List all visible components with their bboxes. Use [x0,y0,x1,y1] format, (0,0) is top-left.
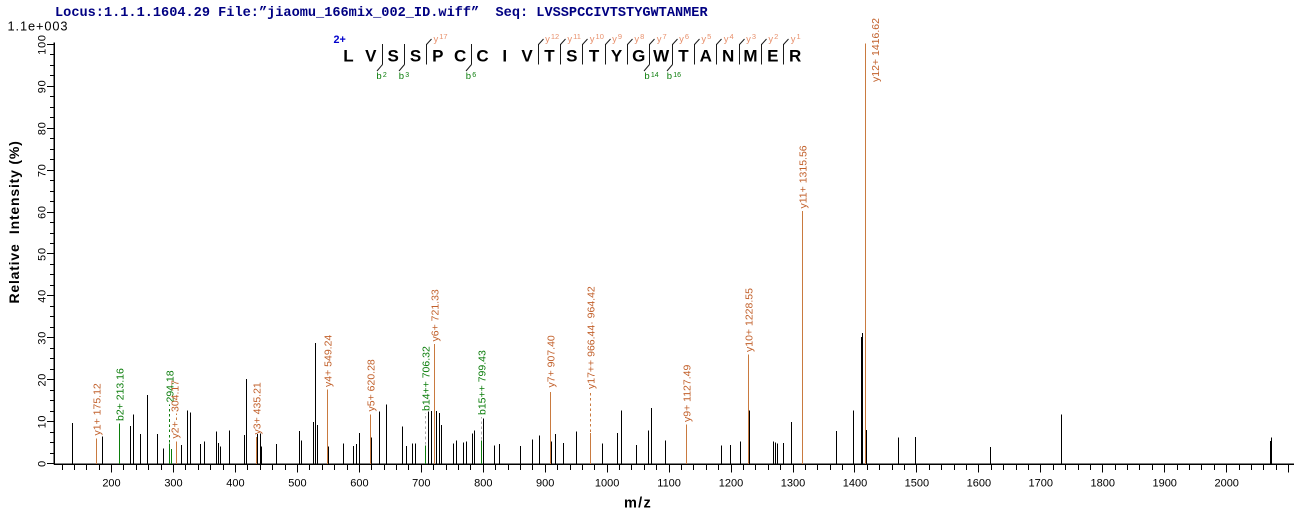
svg-text:1.1e+003: 1.1e+003 [8,19,69,34]
svg-text:200: 200 [102,478,120,490]
svg-text:Y: Y [611,47,623,66]
svg-text:C: C [454,47,466,66]
svg-text:G: G [632,47,645,66]
svg-text:y12+ 1416.62: y12+ 1416.62 [870,18,882,82]
svg-text:1300: 1300 [781,478,805,490]
svg-text:1200: 1200 [719,478,743,490]
svg-text:30: 30 [37,331,49,345]
svg-text:V: V [521,47,533,66]
svg-text:1800: 1800 [1091,478,1115,490]
svg-text:80: 80 [37,121,49,135]
svg-text:S: S [388,47,399,66]
svg-text:b2: b2 [376,71,386,82]
svg-text:500: 500 [288,478,306,490]
svg-text:0: 0 [37,460,49,467]
svg-text:100: 100 [37,34,49,54]
svg-text:N: N [722,47,734,66]
svg-text:P: P [432,47,443,66]
svg-text:b16: b16 [667,71,681,82]
svg-text:Locus:1.1.1.1604.29 File:”jiao: Locus:1.1.1.1604.29 File:”jiaomu_166mix_… [55,6,708,21]
svg-text:S: S [566,47,577,66]
svg-text:V: V [365,47,377,66]
svg-text:C: C [476,47,488,66]
svg-text:y7+ 907.40: y7+ 907.40 [545,335,557,387]
svg-text:90: 90 [37,80,49,94]
svg-text:700: 700 [412,478,430,490]
svg-text:b3: b3 [399,71,409,82]
svg-text:M: M [743,47,757,66]
svg-text:y10+ 1228.55: y10+ 1228.55 [743,288,755,352]
svg-text:I: I [502,47,507,66]
svg-text:y6+ 721.33: y6+ 721.33 [429,289,441,341]
svg-text:400: 400 [226,478,244,490]
svg-text:10: 10 [37,415,49,429]
svg-text:y11+ 1315.56: y11+ 1315.56 [797,145,809,208]
svg-text:b15++ 799.43: b15++ 799.43 [476,350,488,415]
svg-text:1600: 1600 [967,478,991,490]
svg-text:y4+ 549.24: y4+ 549.24 [322,335,334,387]
svg-text:60: 60 [37,205,49,219]
svg-text:y7: y7 [657,32,667,45]
svg-text:20: 20 [37,373,49,387]
svg-text:y17++ 966.44· 964.42: y17++ 966.44· 964.42 [585,286,597,389]
svg-text:40: 40 [37,289,49,303]
svg-text:T: T [678,47,689,66]
svg-text:y5+ 620.28: y5+ 620.28 [365,359,377,411]
svg-text:R: R [789,47,801,66]
svg-text:y2: y2 [768,32,778,45]
svg-text:y1+ 175.12: y1+ 175.12 [91,383,103,435]
svg-text:y4: y4 [724,32,734,45]
svg-text:T: T [544,47,555,66]
svg-text:900: 900 [536,478,554,490]
svg-text:1100: 1100 [657,478,681,490]
svg-text:2+: 2+ [334,34,346,46]
svg-text:y6: y6 [679,32,689,45]
svg-text:S: S [410,47,421,66]
svg-text:1700: 1700 [1029,478,1053,490]
svg-text:50: 50 [37,247,49,261]
svg-text:1900: 1900 [1152,478,1176,490]
svg-text:800: 800 [474,478,492,490]
svg-text:L: L [343,47,353,66]
svg-text:b6: b6 [466,71,476,82]
svg-text:1000: 1000 [595,478,619,490]
svg-text:y3+ 435.21: y3+ 435.21 [251,382,263,434]
svg-text:Relative Intensity (%): Relative Intensity (%) [6,140,22,303]
svg-text:T: T [589,47,600,66]
svg-text:600: 600 [350,478,368,490]
svg-text:1400: 1400 [843,478,867,490]
svg-text:y2+: y2+ [169,421,181,438]
svg-text:y5: y5 [701,32,711,45]
svg-text:304.17: 304.17 [169,380,181,412]
svg-text:2000: 2000 [1214,478,1238,490]
svg-text:y9: y9 [612,32,622,45]
svg-text:b14: b14 [644,71,658,82]
svg-text:294.18: 294.18 [164,370,176,402]
svg-text:b2+ 213.16: b2+ 213.16 [114,368,126,421]
svg-text:1500: 1500 [905,478,929,490]
svg-text:b14++ 706.32: b14++ 706.32 [420,346,432,411]
svg-text:y1: y1 [791,32,801,45]
svg-text:m/z: m/z [624,496,652,512]
svg-text:A: A [700,47,712,66]
svg-text:y3: y3 [746,32,756,45]
svg-text:70: 70 [37,163,49,177]
svg-text:W: W [653,47,670,66]
svg-text:300: 300 [164,478,182,490]
svg-text:y8: y8 [634,32,644,45]
svg-text:E: E [767,47,778,66]
svg-text:y9+ 1127.49: y9+ 1127.49 [681,365,693,422]
